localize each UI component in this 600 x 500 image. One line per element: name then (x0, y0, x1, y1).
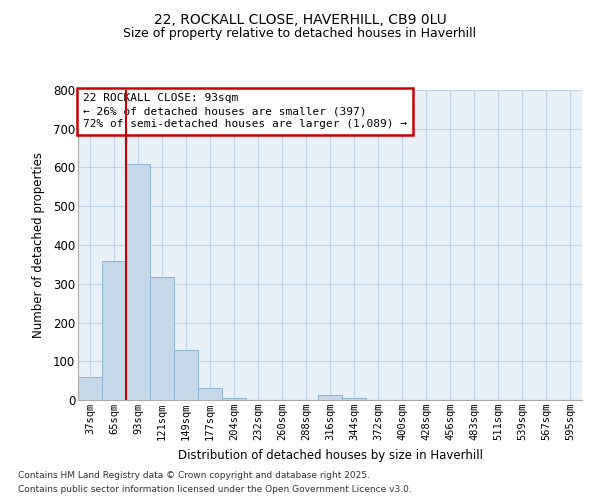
Text: 22, ROCKALL CLOSE, HAVERHILL, CB9 0LU: 22, ROCKALL CLOSE, HAVERHILL, CB9 0LU (154, 12, 446, 26)
Y-axis label: Number of detached properties: Number of detached properties (32, 152, 44, 338)
Bar (342, 398, 366, 400)
Bar (150, 277, 174, 400)
Text: Contains public sector information licensed under the Open Government Licence v3: Contains public sector information licen… (18, 486, 412, 494)
X-axis label: Distribution of detached houses by size in Haverhill: Distribution of detached houses by size … (178, 448, 482, 462)
Bar (198, 388, 222, 400)
Bar (174, 350, 198, 400)
Text: 22 ROCKALL CLOSE: 93sqm
← 26% of detached houses are smaller (397)
72% of semi-d: 22 ROCKALL CLOSE: 93sqm ← 26% of detache… (83, 93, 407, 130)
Bar (126, 164, 150, 400)
Text: Size of property relative to detached houses in Haverhill: Size of property relative to detached ho… (124, 28, 476, 40)
Bar (222, 398, 246, 400)
Bar (318, 394, 342, 400)
Bar (78, 377, 102, 400)
Bar (102, 262, 126, 400)
Text: Contains HM Land Registry data © Crown copyright and database right 2025.: Contains HM Land Registry data © Crown c… (18, 470, 370, 480)
